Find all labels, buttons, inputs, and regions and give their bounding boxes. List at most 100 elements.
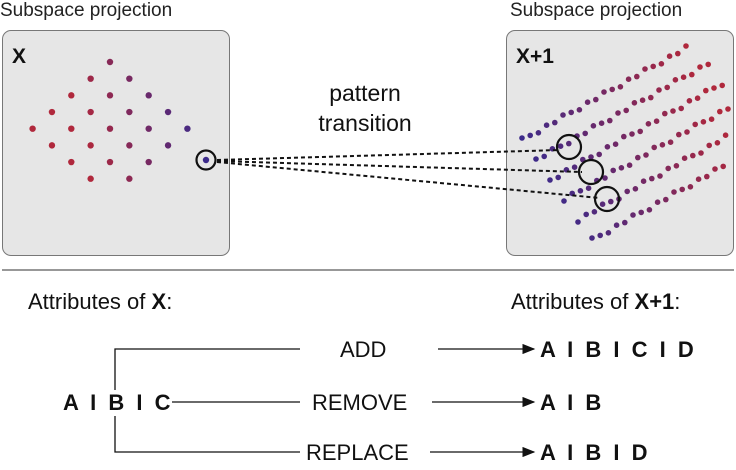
scatter-point — [631, 100, 638, 106]
scatter-point — [613, 222, 620, 228]
operation-arrows — [430, 343, 536, 458]
scatter-point — [678, 105, 684, 112]
scatter-point — [145, 158, 152, 166]
scatter-point — [687, 184, 694, 190]
scatter-point — [590, 123, 597, 129]
scatter-point — [519, 135, 525, 141]
scatter-point — [671, 189, 677, 195]
scatter-point — [630, 212, 636, 218]
scatter-point — [589, 235, 595, 241]
scatter-point — [650, 63, 656, 70]
scatter-point — [202, 156, 210, 164]
scatter-point — [642, 66, 648, 72]
scatter-point — [666, 53, 673, 59]
right-scatter-points — [519, 43, 731, 241]
operation-add-label: ADD — [336, 337, 391, 363]
scatter-point — [571, 164, 578, 170]
operation-replace-label: REPLACE — [302, 440, 413, 466]
scatter-point — [638, 209, 644, 216]
transition-label-line1: pattern — [329, 80, 401, 106]
scatter-point — [679, 186, 685, 193]
scatter-point — [656, 87, 662, 93]
scatter-point — [714, 140, 721, 146]
right-highlight-circle-1 — [555, 133, 583, 161]
scatter-point — [708, 116, 715, 122]
scatter-point — [566, 140, 572, 147]
left-attributes-heading: Attributes of X: — [28, 289, 172, 315]
scatter-point — [106, 125, 114, 132]
scatter-point — [575, 219, 581, 225]
scatter-point — [640, 178, 647, 184]
scatter-point — [106, 92, 114, 99]
scatter-point — [659, 142, 666, 148]
scatter-point — [670, 108, 676, 114]
scatter-point — [639, 97, 646, 103]
right-panel-title: Subspace projection — [510, 0, 683, 21]
right-projection-panel: X+1 — [506, 30, 734, 256]
scatter-point — [657, 173, 663, 179]
right-highlight-circle-2 — [577, 158, 605, 186]
scatter-point — [602, 175, 608, 181]
scatter-point — [68, 92, 75, 99]
scatter-point — [601, 89, 607, 95]
scatter-point — [676, 131, 682, 138]
scatter-point — [695, 176, 702, 182]
scatter-point — [615, 110, 621, 116]
scatter-point — [48, 142, 56, 149]
scatter-point — [632, 186, 639, 192]
scatter-point — [705, 61, 711, 68]
result-add: A I B I C I D — [540, 337, 697, 362]
scatter-point — [618, 165, 625, 171]
scatter-point — [646, 207, 653, 213]
highlight-circles — [195, 133, 621, 213]
scatter-point — [612, 141, 619, 147]
scatter-point — [608, 198, 614, 205]
scatter-point — [681, 155, 688, 161]
left-highlight-circle — [195, 149, 217, 171]
scatter-point — [106, 58, 114, 66]
transition-label-line2: transition — [318, 110, 412, 136]
right-heading-prefix: Attributes of — [511, 289, 635, 314]
scatter-point — [617, 84, 624, 90]
scatter-point — [662, 110, 668, 117]
dashed-line-3 — [216, 161, 601, 199]
scatter-point — [164, 142, 172, 149]
scatter-point — [584, 99, 591, 105]
scatter-point — [605, 230, 612, 236]
scatter-point — [535, 130, 542, 136]
operation-connectors — [114, 348, 300, 453]
scatter-point — [706, 142, 712, 149]
scatter-point — [673, 163, 680, 169]
scatter-point — [712, 166, 718, 172]
scatter-point — [145, 125, 152, 132]
scatter-point — [672, 77, 679, 83]
dashed-line-2 — [216, 160, 583, 173]
scatter-point — [622, 219, 628, 226]
transition-dashed-lines — [216, 149, 601, 199]
scatter-point — [684, 129, 690, 135]
scatter-point — [654, 199, 661, 205]
scatter-point — [585, 185, 592, 191]
right-highlight-circle-3 — [593, 185, 621, 213]
connector-add-left — [114, 348, 300, 390]
scatter-point — [720, 163, 726, 170]
scatter-point — [625, 76, 632, 82]
scatter-point — [29, 125, 36, 132]
right-heading-var: X+1 — [634, 289, 675, 314]
scatter-point — [664, 84, 670, 91]
scatter-point — [689, 71, 695, 78]
scatter-point — [577, 188, 584, 194]
scatter-point — [665, 165, 671, 172]
result-replace: A I B I D — [540, 440, 651, 465]
scatter-point — [547, 177, 553, 183]
scatter-point — [626, 162, 633, 168]
scatter-point — [583, 211, 589, 218]
scatter-point — [106, 158, 114, 166]
right-attributes-heading: Attributes of X+1: — [511, 289, 680, 315]
scatter-point — [663, 196, 669, 203]
scatter-point — [576, 107, 583, 113]
scatter-point — [607, 117, 613, 124]
scatter-point — [557, 143, 564, 149]
scatter-point — [597, 232, 603, 239]
scatter-point — [634, 73, 640, 80]
